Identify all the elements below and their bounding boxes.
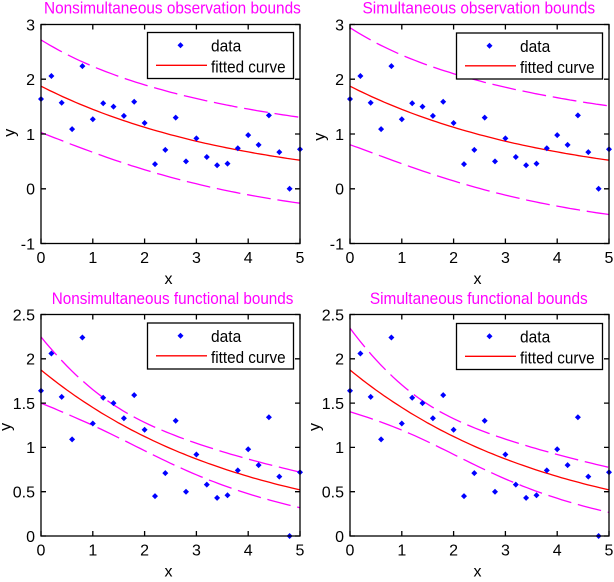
svg-text:x: x <box>165 271 173 288</box>
svg-text:5: 5 <box>296 543 305 560</box>
svg-text:0.5: 0.5 <box>13 485 35 502</box>
svg-text:4: 4 <box>244 250 253 267</box>
svg-text:5: 5 <box>296 250 305 267</box>
svg-text:2: 2 <box>140 543 149 560</box>
svg-text:x: x <box>474 271 482 288</box>
svg-text:data: data <box>211 327 242 346</box>
svg-text:0: 0 <box>26 182 35 199</box>
svg-text:0.5: 0.5 <box>322 485 344 502</box>
svg-text:2: 2 <box>449 543 458 560</box>
svg-text:1.5: 1.5 <box>322 396 344 413</box>
svg-text:3: 3 <box>192 250 201 267</box>
svg-text:data: data <box>211 36 242 55</box>
svg-text:y: y <box>1 129 18 137</box>
svg-text:3: 3 <box>26 17 35 34</box>
svg-text:-1: -1 <box>21 236 35 253</box>
svg-text:1: 1 <box>335 127 344 144</box>
svg-text:2: 2 <box>140 250 149 267</box>
svg-text:4: 4 <box>553 250 562 267</box>
svg-text:0: 0 <box>335 529 344 546</box>
svg-text:2.5: 2.5 <box>13 307 35 324</box>
svg-text:5: 5 <box>605 543 614 560</box>
svg-text:1: 1 <box>26 440 35 457</box>
svg-text:2: 2 <box>335 352 344 369</box>
svg-text:fitted curve: fitted curve <box>520 58 595 77</box>
svg-text:0: 0 <box>37 250 46 267</box>
svg-text:fitted curve: fitted curve <box>520 349 595 368</box>
svg-text:3: 3 <box>501 250 510 267</box>
svg-text:3: 3 <box>501 543 510 560</box>
svg-text:fitted curve: fitted curve <box>211 58 286 77</box>
svg-text:x: x <box>165 564 173 578</box>
svg-text:4: 4 <box>244 543 253 560</box>
svg-text:Simultaneous observation bound: Simultaneous observation bounds <box>363 0 596 17</box>
svg-text:1.5: 1.5 <box>13 396 35 413</box>
svg-text:1: 1 <box>88 543 97 560</box>
svg-text:fitted curve: fitted curve <box>211 348 286 367</box>
svg-text:1: 1 <box>397 543 406 560</box>
svg-text:0: 0 <box>346 543 355 560</box>
svg-text:data: data <box>520 37 551 56</box>
svg-text:y: y <box>306 423 323 431</box>
svg-text:2: 2 <box>26 352 35 369</box>
svg-text:2: 2 <box>26 72 35 89</box>
svg-text:1: 1 <box>335 440 344 457</box>
svg-text:2: 2 <box>449 250 458 267</box>
svg-text:2: 2 <box>335 72 344 89</box>
svg-text:3: 3 <box>192 543 201 560</box>
svg-text:5: 5 <box>605 250 614 267</box>
svg-text:data: data <box>520 327 551 346</box>
svg-text:0: 0 <box>346 250 355 267</box>
svg-text:y: y <box>311 133 328 141</box>
svg-text:1: 1 <box>397 250 406 267</box>
svg-text:1: 1 <box>88 250 97 267</box>
svg-text:y: y <box>0 423 15 431</box>
svg-text:0: 0 <box>26 529 35 546</box>
svg-text:x: x <box>474 564 482 578</box>
svg-text:2.5: 2.5 <box>322 307 344 324</box>
svg-text:0: 0 <box>335 182 344 199</box>
svg-text:3: 3 <box>335 17 344 34</box>
svg-text:-1: -1 <box>330 236 344 253</box>
svg-text:Nonsimultaneous observation bo: Nonsimultaneous observation bounds <box>44 0 301 17</box>
svg-text:Simultaneous functional bounds: Simultaneous functional bounds <box>370 289 588 308</box>
svg-text:Nonsimultaneous functional bou: Nonsimultaneous functional bounds <box>52 289 294 308</box>
svg-text:1: 1 <box>26 127 35 144</box>
svg-text:4: 4 <box>553 543 562 560</box>
svg-text:0: 0 <box>37 543 46 560</box>
